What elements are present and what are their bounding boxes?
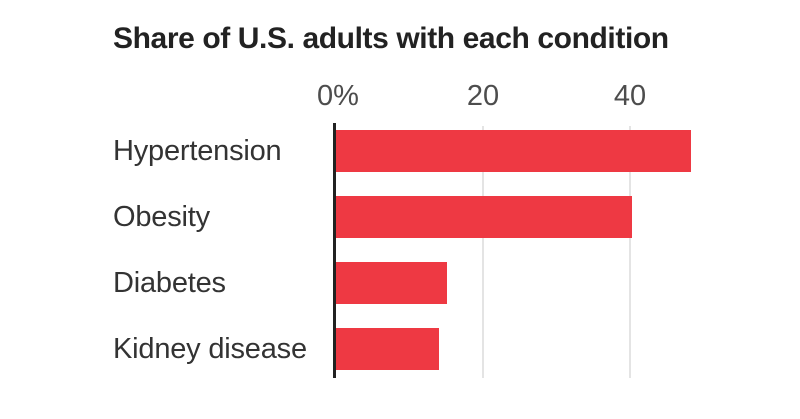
chart-title: Share of U.S. adults with each condition <box>113 22 669 55</box>
bar-diabetes <box>336 262 447 304</box>
bar-kidney-disease <box>336 328 439 370</box>
bar-obesity <box>336 196 632 238</box>
category-label-kidney-disease: Kidney disease <box>113 333 307 365</box>
category-label-obesity: Obesity <box>113 201 210 233</box>
gridline-20 <box>482 126 484 378</box>
gridline-40 <box>629 126 631 378</box>
x-axis-tick-label-40: 40 <box>613 80 647 112</box>
x-axis-tick-label-0: 0% <box>317 80 359 112</box>
category-label-diabetes: Diabetes <box>113 267 226 299</box>
bar-hypertension <box>336 130 691 172</box>
x-axis-tick-label-20: 20 <box>466 80 500 112</box>
y-axis-line <box>333 123 336 378</box>
category-label-hypertension: Hypertension <box>113 135 282 167</box>
